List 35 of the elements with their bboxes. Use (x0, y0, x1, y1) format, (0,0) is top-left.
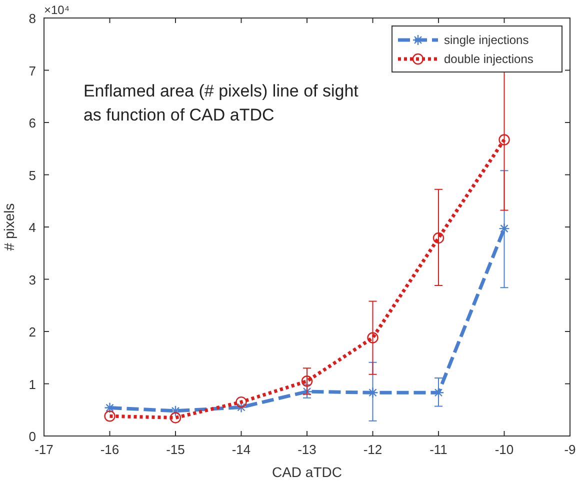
annotation: Enflamed area (# pixels) line of sight as function of CAD aTDC (83, 81, 359, 124)
legend-label: double injections (444, 52, 534, 66)
point (367, 332, 378, 344)
legend-label: single injections (444, 33, 529, 47)
y-tick-label: 7 (28, 63, 36, 78)
y-tick-label: 2 (28, 324, 36, 340)
point (236, 396, 247, 408)
x-tick-label: -14 (232, 442, 251, 457)
point (432, 232, 444, 244)
text: ×10⁴ (44, 3, 70, 17)
point (367, 387, 378, 398)
y-tick-label: 6 (28, 116, 36, 130)
y-tick-label: 4 (28, 220, 36, 235)
point (104, 402, 116, 414)
point (498, 222, 510, 234)
point (301, 376, 313, 387)
point (498, 134, 510, 146)
x-axis-title: CAD aTDC (272, 464, 342, 480)
point (104, 410, 116, 422)
x-tick-label: -17 (34, 442, 54, 457)
y-axis-title: # pixels (1, 203, 17, 251)
x-tick-label: -13 (298, 442, 316, 457)
y-tick-label: 5 (28, 168, 36, 183)
x-tick-label: -9 (564, 442, 576, 457)
x-tick-label: -11 (430, 442, 448, 457)
x-tick-label: -16 (100, 442, 120, 457)
y-tick-label: 1 (28, 376, 36, 392)
y-tick-label: 0 (28, 429, 36, 444)
y-tick-label: 3 (28, 272, 36, 288)
x-tick-label: -10 (494, 442, 514, 457)
y-tick-label: 8 (28, 11, 36, 26)
x-tick-label: -12 (363, 442, 382, 457)
x-tick-label: -15 (166, 442, 185, 457)
point (236, 402, 247, 413)
point (170, 412, 182, 424)
